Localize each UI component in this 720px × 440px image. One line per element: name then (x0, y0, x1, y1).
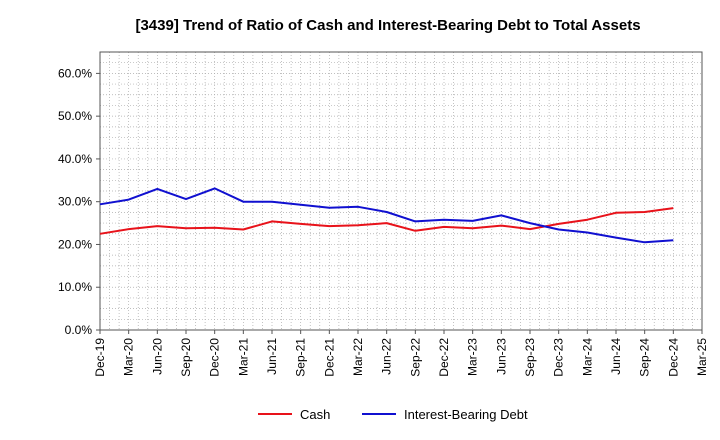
chart-title: [3439] Trend of Ratio of Cash and Intere… (135, 17, 640, 34)
x-tick-label: Dec-21 (322, 338, 336, 377)
x-tick-label: Mar-23 (466, 338, 480, 376)
plot-area (99, 51, 703, 331)
series-line-interest-bearing-debt (99, 187, 674, 244)
series-group (99, 187, 674, 244)
x-tick-label: Dec-19 (93, 338, 107, 377)
y-tick-label: 20.0% (58, 237, 92, 251)
x-tick-label: Mar-22 (351, 338, 365, 376)
x-tick-label: Dec-24 (666, 338, 680, 377)
x-tick-label: Sep-23 (523, 338, 537, 377)
legend-label: Cash (300, 407, 330, 422)
grid (99, 51, 703, 331)
x-tick-label: Dec-20 (208, 338, 222, 377)
x-tick-label: Jun-23 (494, 338, 508, 375)
y-tick-label: 40.0% (58, 152, 92, 166)
y-tick-label: 50.0% (58, 109, 92, 123)
x-tick-label: Jun-21 (265, 338, 279, 375)
x-tick-label: Mar-21 (236, 338, 250, 376)
y-tick-label: 30.0% (58, 195, 92, 209)
series-line-cash (99, 207, 674, 235)
x-tick-label: Jun-22 (380, 338, 394, 375)
y-tick-label: 10.0% (58, 280, 92, 294)
x-tick-label: Jun-20 (150, 338, 164, 375)
x-tick-label: Sep-21 (294, 338, 308, 377)
y-tick-label: 0.0% (65, 323, 93, 337)
x-tick-label: Sep-24 (638, 338, 652, 377)
x-tick-label: Mar-25 (695, 338, 709, 376)
x-axis: Dec-19 Mar-20 Jun-20 Sep-20 Dec-20 Mar-21 Jun-… (93, 330, 709, 377)
y-axis: 0.0% 10.0% 20.0% 30.0% 40.0% 50.0% 60.0% (58, 66, 100, 337)
x-tick-label: Jun-24 (609, 338, 623, 375)
y-tick-label: 60.0% (58, 66, 92, 80)
legend: Cash Interest-Bearing Debt (258, 407, 528, 422)
x-tick-label: Dec-23 (552, 338, 566, 377)
x-tick-label: Sep-20 (179, 338, 193, 377)
x-tick-label: Mar-24 (580, 338, 594, 376)
legend-label: Interest-Bearing Debt (404, 407, 528, 422)
x-tick-label: Dec-22 (437, 338, 451, 377)
x-tick-label: Mar-20 (122, 338, 136, 376)
x-tick-label: Sep-22 (408, 338, 422, 377)
